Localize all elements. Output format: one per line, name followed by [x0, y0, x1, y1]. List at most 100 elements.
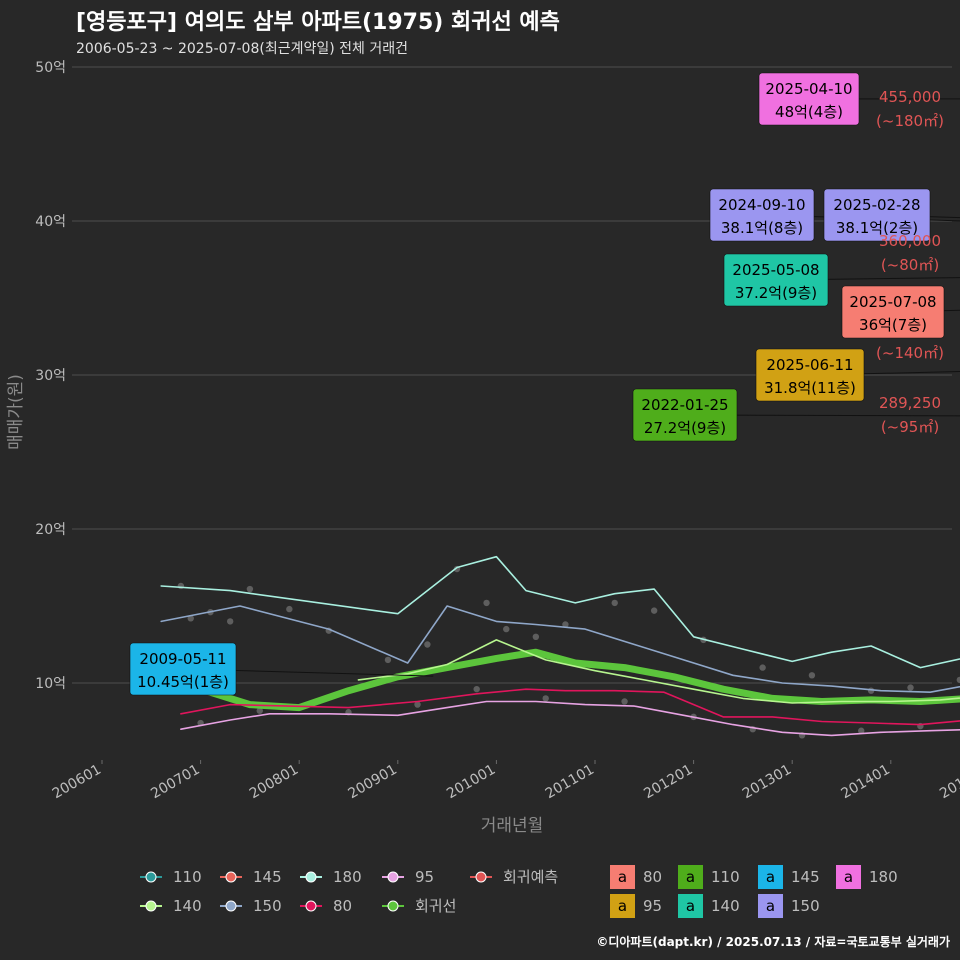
legend-swatch: [610, 894, 635, 918]
annotation-value: 48억(4층): [775, 103, 843, 121]
annotation-label: 2022-01-25 27.2억(9층): [632, 388, 960, 442]
transaction-dot: [611, 599, 618, 607]
legend-swatch: [610, 865, 635, 889]
transaction-dot: [424, 641, 431, 648]
legend-label: 80: [333, 897, 352, 915]
legend-marker: [145, 871, 157, 883]
transaction-dot: [650, 607, 658, 614]
legend-label: 150: [253, 897, 282, 915]
x-tick-label: 201101: [543, 762, 597, 803]
transaction-dot: [907, 684, 914, 691]
legend-swatch-symbol: a: [766, 897, 775, 915]
legend-swatch-symbol: a: [618, 868, 627, 886]
legend-swatch-symbol: a: [766, 868, 775, 886]
annotation-date: 2025-02-28: [833, 196, 920, 214]
legend-label: 95: [415, 868, 434, 886]
legend-box-item-110: a 110: [678, 865, 740, 889]
prediction-label: 455,000 (~180㎡): [876, 88, 944, 130]
legend-swatch: [678, 894, 703, 918]
annotation-leader: [684, 414, 960, 417]
annotation-date: 2025-07-08: [849, 293, 936, 311]
legend-item-95: 95: [382, 868, 434, 886]
transaction-dot: [473, 685, 480, 693]
annotation-value: 31.8억(11층): [764, 379, 856, 397]
legend-box-label: 145: [791, 868, 820, 886]
legend-marker: [387, 871, 399, 883]
annotation-value: 38.1억(8층): [721, 219, 803, 237]
y-axis-label: 매매가(원): [6, 374, 26, 450]
legend-item-180: 180: [300, 868, 362, 886]
transaction-dot: [542, 695, 549, 702]
prediction-label: 360,000 (~80㎡): [879, 232, 941, 274]
y-axis-ticks: 10억 20억 30억 40억 50억: [35, 60, 66, 692]
transaction-dot: [621, 698, 628, 705]
annotation-date: 2025-04-10: [765, 80, 852, 98]
annotation-leader: [761, 214, 960, 222]
annotations: 2009-05-1110.45억(1층)2022-01-2527.2억(9층)2…: [129, 72, 960, 696]
series-line-140: [357, 639, 960, 704]
annotation-box: [723, 253, 829, 307]
legend-marker: [305, 900, 317, 912]
annotation-value: 27.2억(9층): [644, 419, 726, 437]
legend-box-label: 80: [643, 868, 662, 886]
annotation-label: 2025-05-08 37.2억(9층): [723, 253, 960, 307]
transaction-dot: [286, 605, 293, 613]
prediction-value: 455,000: [879, 88, 941, 106]
x-tick-label: 201301: [740, 762, 794, 803]
transaction-dot: [562, 621, 569, 628]
chart-subtitle: 2006-05-23 ~ 2025-07-08(최근계약일) 전체 거래건: [76, 41, 408, 57]
prediction-label: 289,250 (~95㎡): [879, 394, 941, 436]
annotation-label: 2025-04-10 48억(4층): [758, 72, 960, 126]
legend-swatch: [758, 894, 783, 918]
legend-label: 110: [173, 868, 202, 886]
legend-label: 회귀예측: [503, 868, 558, 886]
series-line-80: [180, 688, 960, 726]
annotation-box: [709, 188, 815, 242]
prediction-labels: 455,000 (~180㎡) 360,000 (~80㎡) (~140㎡) 289,25…: [876, 88, 944, 436]
series-line-150: [160, 605, 960, 694]
x-tick-label: 201501: [937, 762, 960, 803]
annotation-value: 36억(7층): [859, 316, 927, 334]
legend: 110 145 180 95 회귀예측 140 150 80 회귀선 a 80 a 110 a 145 a 18…: [140, 865, 898, 918]
legend-marker: [225, 900, 237, 912]
legend-label: 회귀선: [415, 897, 456, 915]
annotation-label: 2009-05-11 10.45억(1층): [129, 642, 434, 696]
legend-box-label: 110: [711, 868, 740, 886]
annotation-box: [823, 188, 931, 242]
legend-marker: [475, 871, 487, 883]
annotation-value: 38.1억(2층): [836, 219, 918, 237]
legend-swatch: [678, 865, 703, 889]
y-tick-label: 50억: [35, 60, 66, 76]
x-tick-label: 200801: [247, 762, 301, 803]
annotation-date: 2009-05-11: [139, 650, 226, 668]
prediction-area: (~80㎡): [881, 256, 939, 274]
transaction-dot: [858, 727, 865, 734]
legend-swatch: [758, 865, 783, 889]
legend-item-140: 140: [140, 897, 202, 915]
x-tick-label: 200601: [50, 762, 104, 803]
legend-item-150: 150: [220, 897, 282, 915]
x-axis-label: 거래년월: [481, 816, 544, 836]
x-tick-label: 201401: [839, 762, 893, 803]
legend-label: 145: [253, 868, 282, 886]
annotation-box: [758, 72, 860, 126]
transaction-dot: [414, 701, 421, 708]
y-tick-label: 20억: [35, 522, 66, 538]
prediction-value: 289,250: [879, 394, 941, 412]
series-line-회귀선: [137, 648, 960, 712]
annotation-date: 2025-05-08: [732, 261, 819, 279]
annotation-value: 10.45억(1층): [137, 673, 229, 691]
legend-label: 140: [173, 897, 202, 915]
prediction-area: (~140㎡): [876, 344, 944, 362]
annotation-value: 37.2억(9층): [735, 284, 817, 302]
legend-item-회귀예측: 회귀예측: [470, 868, 558, 886]
legend-box-label: 150: [791, 897, 820, 915]
legend-box-label: 95: [643, 897, 662, 915]
y-tick-label: 30억: [35, 368, 66, 384]
legend-item-145: 145: [220, 868, 282, 886]
series-lines: [137, 555, 960, 737]
y-tick-label: 10억: [35, 676, 66, 692]
annotation-label: 2025-02-28 38.1억(2층): [823, 188, 960, 242]
x-axis-ticks: 200601 200701 200801 200901 201001 201101 2012…: [50, 760, 960, 802]
